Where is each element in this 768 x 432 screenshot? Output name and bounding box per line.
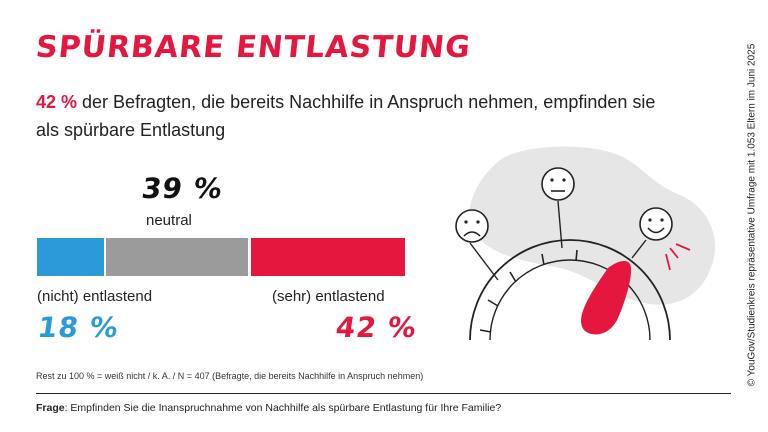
question: Frage: Empfinden Sie die Inanspruchnahme… [36,402,501,414]
nicht-entlastend-value: 18 % [35,311,122,344]
spark-lines [665,243,691,271]
subtitle: 42 % der Befragten, die bereits Nachhilf… [36,88,676,144]
bar-segment-nicht-entlastend [37,238,104,276]
page-title: SPÜRBARE ENTLASTUNG [34,30,473,65]
background-blob [469,146,716,305]
sehr-entlastend-value: 42 % [333,311,420,344]
nicht-entlastend-label: (nicht) entlastend [37,288,153,305]
question-text: : Empfinden Sie die Inanspruchnahme von … [64,402,502,414]
divider [36,393,731,394]
neutral-label: neutral [146,212,192,229]
gauge-needle [581,261,632,335]
gauge-illustration [455,146,716,340]
sehr-entlastend-label: (sehr) entlastend [272,288,385,305]
subtitle-highlight: 42 % [36,92,78,112]
sad-face-icon [455,209,489,243]
happy-face-icon [639,207,673,241]
footnote: Rest zu 100 % = weiß nicht / k. A. / N =… [36,371,424,381]
question-label: Frage [36,402,65,414]
gauge-icon [469,239,671,340]
source-credit: © YouGov/Studienkreis repräsentative Umf… [746,43,758,387]
subtitle-text: der Befragten, die bereits Nachhilfe in … [36,92,656,140]
neutral-face-icon [541,167,575,201]
bar-segment-sehr-entlastend [251,238,405,276]
bar-segment-neutral [106,238,248,276]
neutral-value: 39 % [139,172,226,205]
